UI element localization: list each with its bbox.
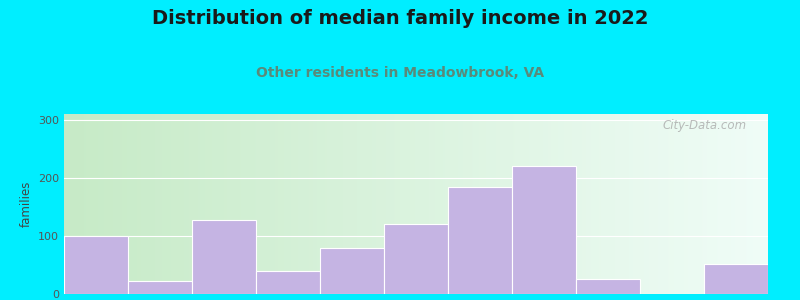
Bar [448, 187, 512, 294]
Bar [192, 220, 256, 294]
Bar [704, 264, 768, 294]
Text: Distribution of median family income in 2022: Distribution of median family income in … [152, 9, 648, 28]
Bar [512, 166, 576, 294]
Bar [128, 281, 192, 294]
Text: Other residents in Meadowbrook, VA: Other residents in Meadowbrook, VA [256, 66, 544, 80]
Text: City-Data.com: City-Data.com [662, 119, 747, 132]
Bar [576, 280, 640, 294]
Y-axis label: families: families [19, 181, 33, 227]
Bar [384, 224, 448, 294]
Bar [320, 248, 384, 294]
Bar [256, 271, 320, 294]
Bar [64, 236, 128, 294]
